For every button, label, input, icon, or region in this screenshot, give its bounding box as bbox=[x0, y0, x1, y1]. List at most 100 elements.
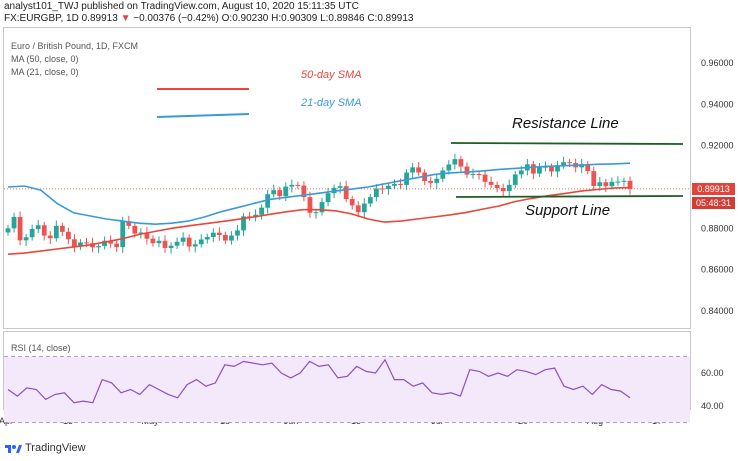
candle-body bbox=[416, 167, 422, 173]
candle-body bbox=[410, 167, 416, 173]
support-line bbox=[455, 195, 684, 198]
candle-body bbox=[271, 190, 277, 195]
main-chart-pane[interactable] bbox=[3, 27, 691, 329]
sma21-line bbox=[7, 162, 631, 226]
candle-body bbox=[476, 173, 482, 175]
candle-body bbox=[229, 235, 234, 241]
candle-body bbox=[392, 183, 397, 186]
candle-body bbox=[216, 232, 222, 235]
y-tick-label: 0.84000 bbox=[701, 306, 734, 316]
rsi-tick-label: 60.00 bbox=[701, 368, 724, 378]
candle-body bbox=[446, 164, 452, 171]
candle-body bbox=[500, 188, 506, 192]
candle-body bbox=[168, 245, 174, 248]
candle-body bbox=[210, 232, 216, 238]
candle-body bbox=[235, 230, 240, 236]
candle-body bbox=[561, 162, 566, 166]
price-change: −0.00376 (−0.42%) bbox=[133, 13, 219, 24]
candle-body bbox=[313, 212, 319, 214]
sma50-line bbox=[7, 186, 631, 255]
candle-body bbox=[132, 225, 138, 234]
candle-body bbox=[126, 221, 132, 226]
rsi-line bbox=[7, 358, 631, 404]
candle-body bbox=[361, 203, 367, 213]
candle-body bbox=[373, 188, 379, 198]
candle-body bbox=[349, 198, 355, 206]
candle-body bbox=[5, 228, 11, 233]
rsi-tick-label: 40.00 bbox=[701, 401, 724, 411]
candle-body bbox=[591, 171, 597, 186]
candle-body bbox=[295, 184, 301, 186]
candle-body bbox=[555, 165, 560, 172]
candle-body bbox=[615, 181, 621, 183]
candle-body bbox=[512, 174, 518, 185]
candle-body bbox=[259, 207, 265, 215]
candle-body bbox=[609, 181, 615, 187]
candle-body bbox=[204, 237, 210, 240]
candle-body bbox=[488, 181, 494, 185]
candle-body bbox=[337, 186, 343, 188]
candle-body bbox=[343, 186, 349, 199]
candle-body bbox=[319, 202, 325, 213]
candle-body bbox=[404, 172, 409, 185]
candle-body bbox=[355, 205, 361, 213]
candle-body bbox=[518, 170, 524, 175]
candle-body bbox=[283, 186, 289, 197]
ma50-label: MA (50, close, 0) bbox=[11, 54, 79, 64]
candle-body bbox=[53, 225, 59, 239]
publisher-user[interactable]: analyst101_TWJ bbox=[4, 1, 79, 12]
candle-body bbox=[482, 174, 488, 182]
candle-body bbox=[180, 237, 186, 242]
candle-body bbox=[567, 162, 573, 164]
candle-body bbox=[398, 183, 403, 185]
candle-body bbox=[585, 164, 591, 172]
candle-body bbox=[65, 231, 71, 240]
candle-body bbox=[156, 240, 162, 244]
pane-title: Euro / British Pound, 1D, FXCM bbox=[11, 41, 139, 51]
candle-body bbox=[458, 159, 464, 167]
candle-body bbox=[198, 239, 204, 245]
candle-body bbox=[11, 216, 17, 229]
candle-body bbox=[603, 182, 609, 187]
sma21-legend-swatch bbox=[156, 113, 250, 118]
candle-body bbox=[59, 225, 65, 232]
down-arrow-icon: ▼ bbox=[120, 13, 131, 24]
candle-body bbox=[530, 164, 536, 174]
candle-body bbox=[29, 228, 35, 238]
y-tick-label: 0.94000 bbox=[701, 99, 734, 109]
candle-body bbox=[367, 197, 373, 204]
candle-body bbox=[621, 180, 627, 182]
candle-body bbox=[41, 225, 47, 236]
candle-body bbox=[506, 184, 512, 192]
candle-body bbox=[78, 242, 83, 247]
candle-body bbox=[102, 240, 108, 247]
candle-body bbox=[380, 188, 385, 190]
tradingview-logo[interactable]: TradingView bbox=[4, 442, 86, 454]
candle-body bbox=[222, 234, 228, 241]
candle-body bbox=[138, 232, 144, 234]
candle-body bbox=[265, 194, 271, 208]
y-tick-label: 0.96000 bbox=[701, 58, 734, 68]
candle-body bbox=[428, 181, 434, 183]
candle-body bbox=[494, 184, 500, 189]
ma21-label: MA (21, close, 0) bbox=[11, 67, 79, 77]
resistance-line bbox=[450, 142, 684, 145]
resistance-label: Resistance Line bbox=[512, 115, 619, 132]
candle-body bbox=[23, 237, 29, 241]
publisher-text: published on TradingView.com, August 10,… bbox=[78, 1, 359, 12]
tradingview-text: TradingView bbox=[25, 442, 86, 454]
candle-body bbox=[307, 197, 313, 213]
candle-body bbox=[90, 243, 95, 248]
candle-body bbox=[464, 166, 470, 175]
y-tick-label: 0.92000 bbox=[701, 141, 734, 151]
candle-body bbox=[597, 182, 603, 186]
symbol-label: FX:EURGBP, 1D bbox=[4, 13, 79, 24]
candle-body bbox=[47, 235, 53, 239]
sma50-legend-text: 50-day SMA bbox=[301, 69, 362, 81]
candle-body bbox=[301, 185, 307, 198]
last-price: 0.89913 bbox=[81, 13, 118, 24]
y-tick-label: 0.86000 bbox=[701, 265, 734, 275]
countdown-tag: 05:48:31 bbox=[692, 197, 735, 209]
candle-body bbox=[108, 240, 114, 244]
